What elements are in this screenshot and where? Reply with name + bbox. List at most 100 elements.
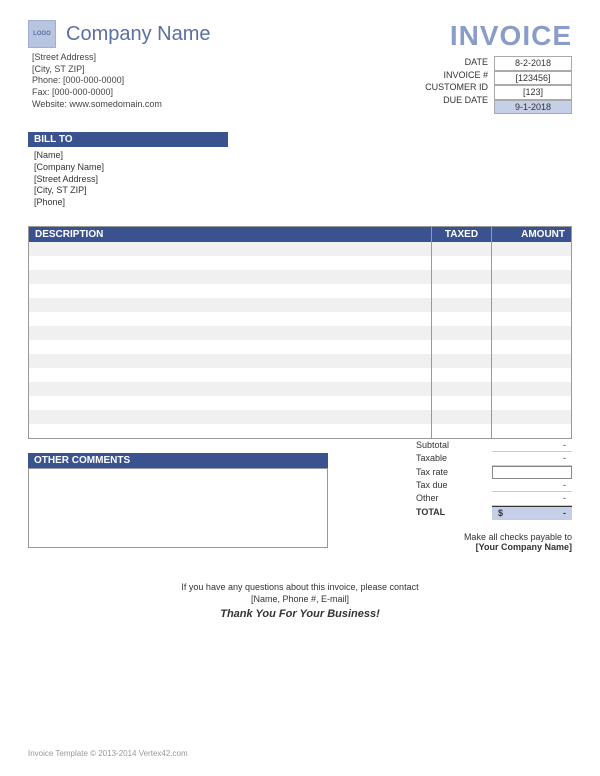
cell-tax [431, 256, 491, 270]
addr-street: [Street Address] [32, 52, 211, 64]
item-row [29, 410, 571, 424]
col-description: DESCRIPTION [29, 227, 431, 242]
addr-phone: Phone: [000-000-0000] [32, 75, 211, 87]
item-row [29, 242, 571, 256]
cell-desc [29, 340, 431, 354]
footer-contact: If you have any questions about this inv… [28, 582, 572, 605]
cell-amt [491, 298, 571, 312]
cell-tax [431, 312, 491, 326]
cell-amt [491, 354, 571, 368]
label-total: TOTAL [412, 506, 492, 521]
cell-amt [491, 326, 571, 340]
item-row [29, 396, 571, 410]
cell-amt [491, 424, 571, 438]
header-left: LOGO Company Name [Street Address] [City… [28, 20, 211, 114]
comments-box: OTHER COMMENTS [28, 453, 328, 553]
cell-amt [491, 368, 571, 382]
payable: Make all checks payable to [Your Company… [338, 532, 572, 552]
item-row [29, 270, 571, 284]
item-row [29, 354, 571, 368]
header-right: INVOICE DATE INVOICE # CUSTOMER ID DUE D… [425, 20, 572, 114]
cell-tax [431, 368, 491, 382]
items-body [29, 242, 571, 438]
billto-header: BILL TO [28, 132, 228, 147]
cell-desc [29, 312, 431, 326]
cell-tax [431, 242, 491, 256]
col-taxed: TAXED [431, 227, 491, 242]
cell-desc [29, 410, 431, 424]
cell-tax [431, 326, 491, 340]
value-due: 9-1-2018 [494, 100, 572, 115]
billto-street: [Street Address] [34, 174, 566, 186]
row-subtotal: Subtotal- [338, 439, 572, 453]
cell-tax [431, 270, 491, 284]
meta-labels: DATE INVOICE # CUSTOMER ID DUE DATE [425, 56, 488, 114]
cell-amt [491, 396, 571, 410]
addr-web: Website: www.somedomain.com [32, 99, 211, 111]
billto-city: [City, ST ZIP] [34, 185, 566, 197]
items-table: DESCRIPTION TAXED AMOUNT [28, 226, 572, 439]
billto-phone: [Phone] [34, 197, 566, 209]
cell-tax [431, 284, 491, 298]
item-row [29, 382, 571, 396]
invoice-title: INVOICE [425, 20, 572, 52]
cell-desc [29, 326, 431, 340]
val-taxable: - [492, 452, 572, 466]
cell-tax [431, 410, 491, 424]
cell-tax [431, 382, 491, 396]
label-other: Other [412, 492, 492, 506]
cell-tax [431, 396, 491, 410]
col-amount: AMOUNT [491, 227, 571, 242]
company-name: Company Name [66, 23, 211, 46]
item-row [29, 312, 571, 326]
total-amount: - [563, 507, 566, 520]
row-taxrate: Tax rate [338, 466, 572, 479]
cell-desc [29, 298, 431, 312]
item-row [29, 424, 571, 438]
row-other: Other- [338, 492, 572, 506]
meta-values: 8-2-2018 [123456] [123] 9-1-2018 [494, 56, 572, 114]
val-taxrate [492, 466, 572, 479]
cell-tax [431, 354, 491, 368]
invoice-meta: DATE INVOICE # CUSTOMER ID DUE DATE 8-2-… [425, 56, 572, 114]
item-row [29, 298, 571, 312]
label-taxrate: Tax rate [412, 466, 492, 479]
label-subtotal: Subtotal [412, 439, 492, 453]
label-taxdue: Tax due [412, 479, 492, 493]
footer-line2: [Name, Phone #, E-mail] [28, 594, 572, 606]
cell-tax [431, 298, 491, 312]
cell-tax [431, 424, 491, 438]
addr-fax: Fax: [000-000-0000] [32, 87, 211, 99]
item-row [29, 340, 571, 354]
billto-company: [Company Name] [34, 162, 566, 174]
total-currency: $ [498, 507, 503, 520]
cell-tax [431, 340, 491, 354]
cell-amt [491, 242, 571, 256]
cell-amt [491, 410, 571, 424]
payable-line1: Make all checks payable to [338, 532, 572, 542]
val-total: $- [492, 506, 572, 521]
val-subtotal: - [492, 439, 572, 453]
item-row [29, 326, 571, 340]
value-customer: [123] [494, 85, 572, 100]
billto-body: [Name] [Company Name] [Street Address] [… [28, 147, 572, 211]
cell-desc [29, 368, 431, 382]
row-total: TOTAL$- [338, 506, 572, 521]
copyright: Invoice Template © 2013-2014 Vertex42.co… [28, 749, 188, 758]
label-customer: CUSTOMER ID [425, 81, 488, 94]
cell-desc [29, 382, 431, 396]
totals: Subtotal- Taxable- Tax rate Tax due- Oth… [338, 439, 572, 553]
item-row [29, 284, 571, 298]
cell-desc [29, 396, 431, 410]
cell-desc [29, 354, 431, 368]
item-row [29, 368, 571, 382]
comments-header: OTHER COMMENTS [28, 453, 328, 468]
comments-body [28, 468, 328, 548]
val-other: - [492, 492, 572, 506]
payable-line2: [Your Company Name] [476, 542, 572, 552]
cell-amt [491, 382, 571, 396]
logo-row: LOGO Company Name [28, 20, 211, 48]
cell-desc [29, 284, 431, 298]
cell-amt [491, 284, 571, 298]
row-taxdue: Tax due- [338, 479, 572, 493]
